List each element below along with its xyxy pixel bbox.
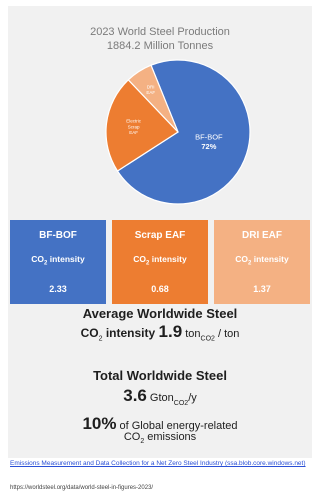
box-metric: CO2 intensity [31,254,85,267]
share-line: 10% of Global energy-related [82,414,238,433]
pie-label: Electric Scrap EAF [126,119,142,135]
box-name: Scrap EAF [134,230,186,241]
box-value: 2.33 [49,284,67,294]
total-value: 3.6 [123,386,147,405]
infographic-panel: 2023 World Steel Production 1884.2 Milli… [8,6,312,458]
pie-chart: BF-BOF 72% Electric Scrap EAF DRI EAF [105,59,251,205]
share-line-2: CO2 emissions [123,431,197,446]
box-dri-eaf: DRI EAF CO2 intensity 1.37 [214,220,310,304]
total-emissions: 3.6 GtonCO2/y [123,386,197,408]
box-name: DRI EAF [242,230,282,241]
pie-label: DRI EAF [146,84,155,95]
share-value: 10% [82,414,117,433]
chart-title: 2023 World Steel Production [90,26,230,38]
box-scrap-eaf: Scrap EAF CO2 intensity 0.68 [112,220,208,304]
box-metric: CO2 intensity [133,254,187,267]
box-bf-bof: BF-BOF CO2 intensity 2.33 [10,220,106,304]
box-name: BF-BOF [39,230,77,241]
average-value: 1.9 [158,322,183,341]
total-heading: Total Worldwide Steel [93,368,227,383]
pie-slice-bf-bof [116,59,251,205]
average-intensity: CO2 intensity 1.9 tonCO2 / ton [80,322,240,343]
source-url: https://worldsteel.org/data/world-steel-… [10,485,154,491]
box-value: 1.37 [253,284,271,294]
source-link[interactable]: Emissions Measurement and Data Collectio… [10,460,306,467]
chart-subtitle: 1884.2 Million Tonnes [106,40,214,52]
box-value: 0.68 [151,284,169,294]
pie-label: BF-BOF 72% [195,133,223,151]
pie-slice-dri-eaf [127,64,179,133]
average-heading: Average Worldwide Steel [82,306,238,321]
pie-slice-electric-scrap-eaf [105,79,179,172]
box-metric: CO2 intensity [235,254,289,267]
